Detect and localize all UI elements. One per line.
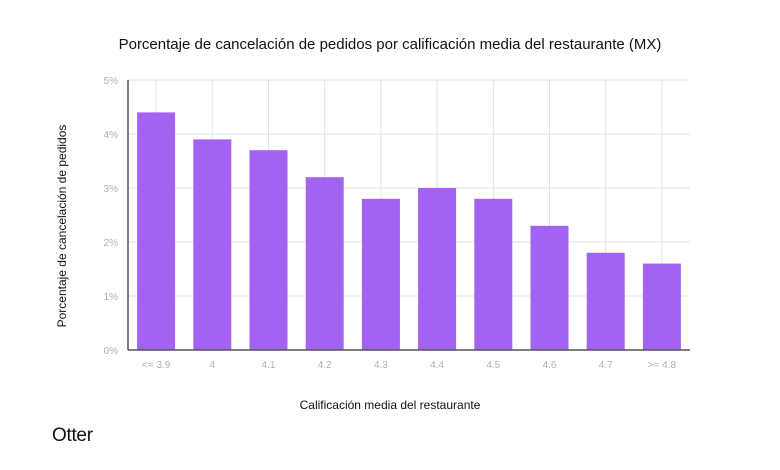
bar-0 bbox=[137, 112, 176, 351]
y-tick-label: 4% bbox=[104, 130, 119, 141]
bar-9 bbox=[642, 263, 681, 350]
x-tick-label: 4.2 bbox=[318, 360, 332, 371]
x-tick-label: 4 bbox=[210, 360, 216, 371]
bar-6 bbox=[474, 198, 513, 350]
bar-8 bbox=[586, 252, 625, 350]
x-tick-label: 4.1 bbox=[262, 360, 276, 371]
chart-title: Porcentaje de cancelación de pedidos por… bbox=[118, 36, 662, 53]
x-tick-label: 4.5 bbox=[486, 360, 500, 371]
bar-5 bbox=[418, 188, 457, 350]
y-tick-label: 2% bbox=[104, 238, 119, 249]
x-tick-label: 4.7 bbox=[599, 360, 613, 371]
x-tick-label: 4.3 bbox=[374, 360, 388, 371]
x-tick-label: >= 4.8 bbox=[648, 360, 677, 371]
y-tick-label: 0% bbox=[104, 346, 119, 357]
x-tick-label: <= 3.9 bbox=[142, 360, 171, 371]
y-tick-label: 5% bbox=[104, 76, 119, 87]
bar-3 bbox=[305, 177, 344, 350]
bar-1 bbox=[193, 139, 232, 350]
y-tick-label: 1% bbox=[104, 292, 119, 303]
bar-7 bbox=[530, 225, 569, 350]
otter-logo: Otter bbox=[52, 425, 93, 446]
y-tick-label: 3% bbox=[104, 184, 119, 195]
y-axis-label: Porcentaje de cancelación de pedidos bbox=[55, 124, 69, 328]
x-tick-label: 4.6 bbox=[543, 360, 557, 371]
x-axis-label: Calificación media del restaurante bbox=[299, 398, 481, 412]
bar-2 bbox=[249, 150, 288, 350]
x-tick-label: 4.4 bbox=[430, 360, 444, 371]
bar-4 bbox=[361, 198, 400, 350]
